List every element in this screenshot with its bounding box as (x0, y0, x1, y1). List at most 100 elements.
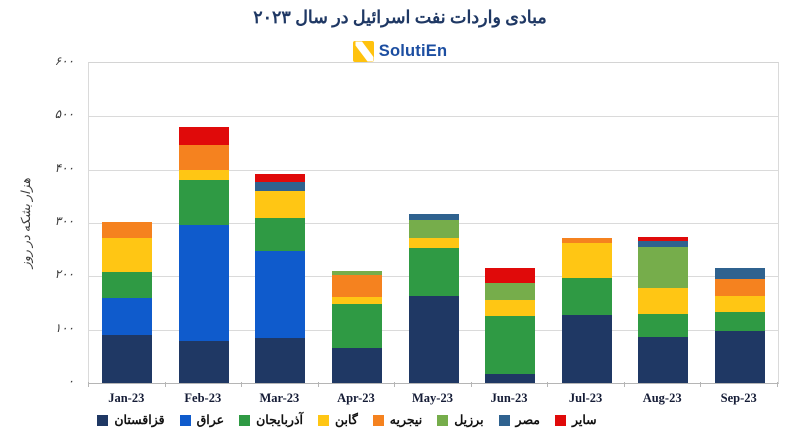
solutien-yellow-slash-icon (352, 40, 374, 62)
bar-segment (255, 337, 306, 383)
legend-item: گابن (318, 412, 358, 428)
legend-item: نیجریه (372, 412, 423, 428)
legend-label: قزاقستان (114, 413, 165, 427)
legend-label: نیجریه (389, 413, 423, 427)
y-axis-tick-label: ۵۰۰ (54, 107, 74, 122)
x-axis-tick (777, 382, 778, 387)
bar-segment (714, 295, 765, 313)
bar-segment (102, 271, 153, 298)
bar-segment (178, 179, 229, 225)
bar-segment (331, 271, 382, 275)
legend-label: گابن (335, 413, 358, 427)
bar-segment (485, 267, 536, 283)
x-axis-label: Jul-23 (568, 391, 603, 405)
bar-segment (714, 312, 765, 332)
gridline (89, 116, 778, 118)
bar-segment (331, 304, 382, 349)
legend-label: سایر (571, 413, 597, 427)
legend: قزاقستان عراق آذربایجان گابن نیجریه برزیل مصر س… (0, 412, 694, 428)
legend-label: عراق (196, 413, 225, 427)
y-axis-tick-label: ۴۰۰ (54, 160, 74, 175)
x-axis-label: Sep-23 (720, 391, 757, 405)
bar-segment (638, 313, 689, 338)
x-axis-tick (241, 382, 243, 387)
bar-segment (178, 144, 229, 171)
legend-item: قزاقستان (97, 412, 165, 428)
y-axis-tick-label: ۳۰۰ (54, 214, 74, 228)
legend-swatch (372, 414, 384, 426)
bar-segment (485, 315, 536, 374)
bar-segment (485, 373, 536, 383)
bar-segment (408, 219, 459, 238)
bar-segment (714, 331, 765, 383)
legend-label: آذربایجان (256, 413, 304, 427)
legend-swatch (554, 414, 566, 426)
logo: SolutiEn (0, 38, 800, 64)
bar-segment (408, 248, 459, 297)
y-axis-tick-label: ۶۰۰ (54, 54, 74, 68)
bar-segment (102, 297, 153, 335)
bar-segment (561, 238, 612, 244)
chart-title: مبادی واردات نفت اسرائیل در سال ۲۰۲۳ (253, 7, 547, 27)
bar-segment (638, 236, 689, 241)
bar-segment (485, 282, 536, 301)
x-axis-label: Feb-23 (184, 391, 222, 405)
legend-swatch (179, 414, 191, 426)
bar-segment (561, 314, 612, 383)
legend-swatch (437, 414, 449, 426)
legend-swatch (239, 414, 251, 426)
legend-item: سایر (554, 412, 597, 428)
x-axis-tick (317, 382, 319, 387)
x-axis-tick (470, 382, 472, 387)
x-axis-tick (547, 382, 549, 387)
bar-segment (255, 182, 306, 191)
legend-item: مصر (498, 412, 540, 428)
x-axis-tick (394, 382, 396, 387)
bar-segment (255, 218, 306, 251)
x-axis-tick (88, 382, 89, 387)
y-axis-tick-label: ۲۰۰ (54, 267, 74, 282)
gridline (89, 169, 778, 171)
bar-segment (408, 296, 459, 383)
bar-segment (638, 247, 689, 289)
x-axis-label: Aug-23 (642, 391, 682, 405)
bar-segment (638, 337, 689, 383)
legend-swatch (318, 414, 330, 426)
legend-swatch (97, 414, 109, 426)
x-axis-tick (164, 382, 166, 387)
bar-segment (561, 278, 612, 315)
y-axis-tick-label: ۰ (67, 374, 74, 388)
bar-segment (255, 191, 306, 219)
y-axis-tick-label: ۱۰۰ (54, 320, 74, 335)
x-axis-tick (623, 382, 625, 387)
x-axis-tick (700, 382, 702, 387)
bar-segment (178, 127, 229, 145)
legend-label: مصر (515, 413, 540, 427)
bar-segment (714, 279, 765, 296)
bar-segment (255, 250, 306, 338)
x-axis-label: Apr-23 (337, 391, 375, 405)
bar-segment (178, 224, 229, 341)
x-axis-label: May-23 (412, 391, 453, 405)
x-axis-label: Jun-23 (490, 391, 528, 405)
bar-segment (561, 243, 612, 279)
x-axis-label: Mar-23 (259, 391, 300, 405)
x-axis-label: Jan-23 (108, 391, 145, 405)
legend-item: عراق (179, 412, 225, 428)
bar-segment (102, 335, 153, 383)
bar-segment (638, 240, 689, 247)
bar-segment (714, 268, 765, 279)
bar-segment (102, 237, 153, 272)
bar-segment (331, 348, 382, 383)
bar-segment (331, 274, 382, 298)
bar-segment (408, 213, 459, 220)
bar-segment (255, 173, 306, 183)
legend-item: آذربایجان (239, 412, 303, 428)
legend-label: برزیل (454, 413, 484, 427)
legend-swatch (498, 414, 510, 426)
bar-segment (638, 288, 689, 314)
bar-segment (485, 300, 536, 316)
legend-item: برزیل (437, 412, 484, 428)
bar-segment (178, 340, 229, 383)
